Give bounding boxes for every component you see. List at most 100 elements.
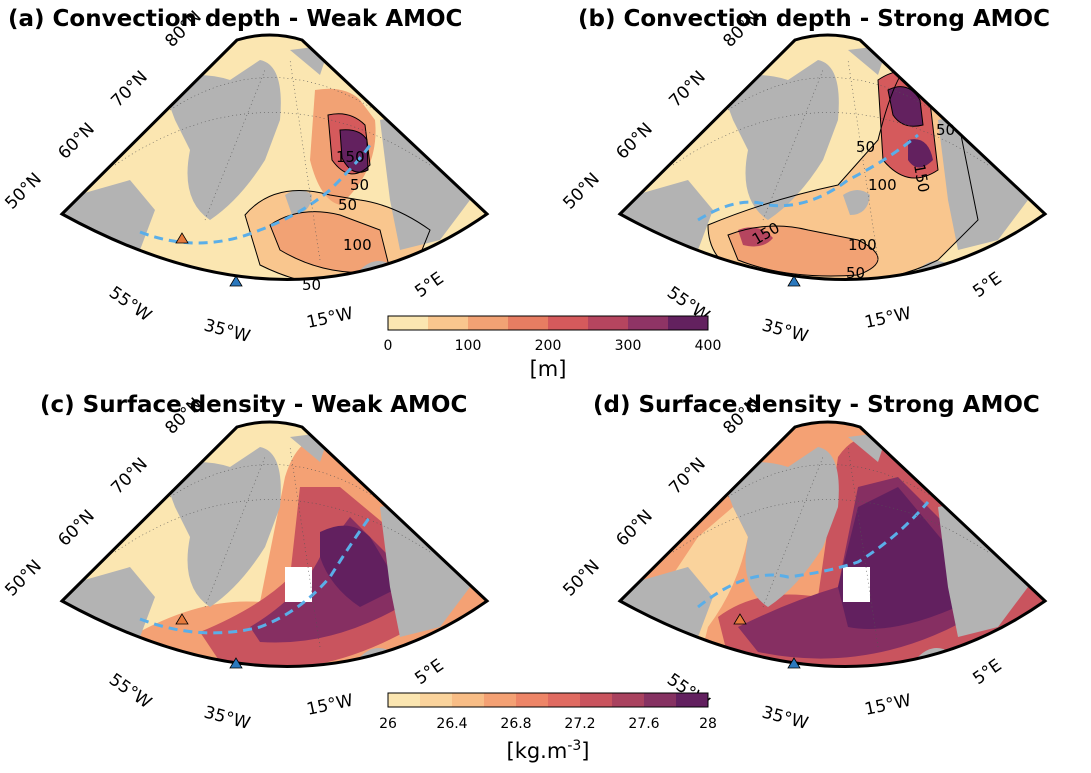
colorbar-convection-swatch-3 <box>508 316 549 330</box>
panel-c-mask-iceland <box>285 567 312 602</box>
panel-c-lon-15w: 15°W <box>305 691 355 720</box>
colorbar-density: 26 26.4 26.8 27.2 27.6 28 [kg.m-3] <box>379 692 717 763</box>
panel-b-title: (b) Convection depth - Strong AMOC <box>578 6 1050 32</box>
colorbar-convection-swatch-1 <box>428 316 469 330</box>
panel-a-lon-35w: 35°W <box>202 316 253 348</box>
colorbar-density-swatch-3 <box>484 693 517 707</box>
panel-b-lon-5e: 5°E <box>969 268 1005 302</box>
panel-a-triangle-blue <box>229 275 243 287</box>
panel-c-map: 80°N 70°N 60°N 50°N 55°W 35°W 15°W 5°E <box>1 394 490 734</box>
colorbar-convection-swatches <box>388 316 709 330</box>
panel-b-clabel-150a: 150 <box>910 163 933 194</box>
colorbar-density-swatch-8 <box>644 693 677 707</box>
panel-a-lon-5e: 5°E <box>411 268 447 302</box>
colorbar-density-tick-0: 26 <box>379 716 397 732</box>
panel-a-triangle-orange <box>175 232 189 244</box>
panel-a-frame <box>59 33 490 281</box>
panel-a-conv-100 <box>270 211 390 273</box>
panel-a-grid-60n <box>114 112 431 166</box>
colorbar-density-swatch-5 <box>548 693 581 707</box>
panel-d-lat-70: 70°N <box>665 454 709 498</box>
panel-a-lon-55w: 55°W <box>105 283 155 326</box>
panel-c-grid-70n <box>169 464 376 498</box>
colorbar-convection-tick-0: 0 <box>384 338 393 354</box>
panel-a-clabel-100: 100 <box>343 236 372 254</box>
panel-c-lat-70: 70°N <box>107 454 151 498</box>
panel-d-lat-60: 60°N <box>612 506 656 550</box>
panel-c: (c) Surface density - Weak AMOC <box>1 392 490 734</box>
colorbar-convection-swatch-4 <box>548 316 589 330</box>
panel-d-lon-15w: 15°W <box>863 691 913 720</box>
panel-a-lon-15w: 15°W <box>305 304 355 333</box>
panel-a-lat-60: 60°N <box>54 119 98 163</box>
panel-a-clabel-150: 150 <box>336 148 365 166</box>
panel-c-lon-55w: 55°W <box>105 670 155 713</box>
colorbar-density-swatch-0 <box>388 693 421 707</box>
panel-a-conv-max <box>340 129 368 173</box>
panel-b-triangle-blue <box>787 275 801 287</box>
colorbar-density-swatch-7 <box>612 693 645 707</box>
colorbar-density-swatch-6 <box>580 693 613 707</box>
colorbar-density-tick-2: 26.8 <box>500 716 531 732</box>
panel-c-grid-35w <box>204 456 266 608</box>
colorbar-density-label: [kg.m-3] <box>507 738 590 763</box>
panel-a-contour-150 <box>327 113 371 175</box>
colorbar-density-tick-4: 27.6 <box>628 716 659 732</box>
panel-d-title: (d) Surface density - Strong AMOC <box>593 392 1040 418</box>
colorbar-density-swatches <box>388 693 709 707</box>
panel-a-clabel-50b: 50 <box>338 196 357 214</box>
panel-b-conv-max-north <box>888 86 923 127</box>
panel-b-contour-300 <box>887 86 924 127</box>
panel-c-land-greenland <box>160 447 281 607</box>
colorbar-convection-swatch-5 <box>588 316 629 330</box>
panel-b-clabel-50c: 50 <box>846 264 865 282</box>
panel-c-grid-60n <box>114 499 431 553</box>
colorbar-convection-swatch-7 <box>668 316 709 330</box>
panel-b-lat-60: 60°N <box>612 119 656 163</box>
panel-d-triangle-blue <box>787 657 801 669</box>
panel-c-lat-60: 60°N <box>54 506 98 550</box>
panel-a-grid-15w <box>289 59 321 261</box>
panel-b-lon-15w: 15°W <box>863 304 913 333</box>
colorbar-convection-tick-2: 200 <box>535 338 562 354</box>
colorbar-convection-frame <box>387 315 709 331</box>
colorbar-density-frame <box>387 692 709 708</box>
panel-d: (d) Surface density - Strong AMOC <box>559 392 1048 734</box>
colorbar-density-swatch-1 <box>420 693 453 707</box>
panel-a-contour-50 <box>244 190 431 280</box>
panel-b-clabel-100a: 100 <box>868 176 897 194</box>
panel-b-grid-35w <box>762 69 824 221</box>
panel-d-land-greenland <box>718 447 839 607</box>
panel-c-frame <box>59 420 490 668</box>
panel-a-contour-250 <box>339 129 369 173</box>
panel-b-grid-60n <box>672 112 989 166</box>
panel-a-clabel-50a: 50 <box>350 176 369 194</box>
panel-b-grid-70n <box>727 77 934 111</box>
colorbar-convection-tick-1: 100 <box>455 338 482 354</box>
panel-a-map: 150 50 50 100 50 80°N 70°N 60°N 50°N 55°… <box>1 7 490 348</box>
panel-d-grid-70n <box>727 464 934 498</box>
panel-a-lat-50: 50°N <box>1 169 45 213</box>
panel-b-grid-15w <box>847 59 879 261</box>
panel-b-land-iceland <box>843 190 870 215</box>
panel-a-clabel-50c: 50 <box>302 276 321 294</box>
panel-d-triangle-orange <box>733 613 747 625</box>
panel-c-dashed-front <box>139 516 372 635</box>
panel-c-grid-15w <box>289 446 321 648</box>
panel-d-map: 80°N 70°N 60°N 50°N 55°W 35°W 15°W 5°E <box>559 394 1048 734</box>
panel-b-clabel-50b: 50 <box>936 121 955 139</box>
panel-c-density-max <box>320 525 400 607</box>
panel-c-triangle-blue <box>229 657 243 669</box>
panel-a-land-greenland <box>160 60 281 220</box>
panel-d-mask-iceland <box>843 567 870 602</box>
panel-d-grid-60n <box>672 499 989 553</box>
panel-d-dashed-front <box>697 501 930 609</box>
panel-b-clabel-50a: 50 <box>856 138 875 156</box>
colorbar-convection-swatch-0 <box>388 316 429 330</box>
colorbar-density-swatch-9 <box>676 693 709 707</box>
panel-a: (a) Convection depth - Weak AMOC <box>1 6 490 348</box>
colorbar-density-tick-1: 26.4 <box>436 716 467 732</box>
panel-b-clabel-100b: 100 <box>848 236 877 254</box>
